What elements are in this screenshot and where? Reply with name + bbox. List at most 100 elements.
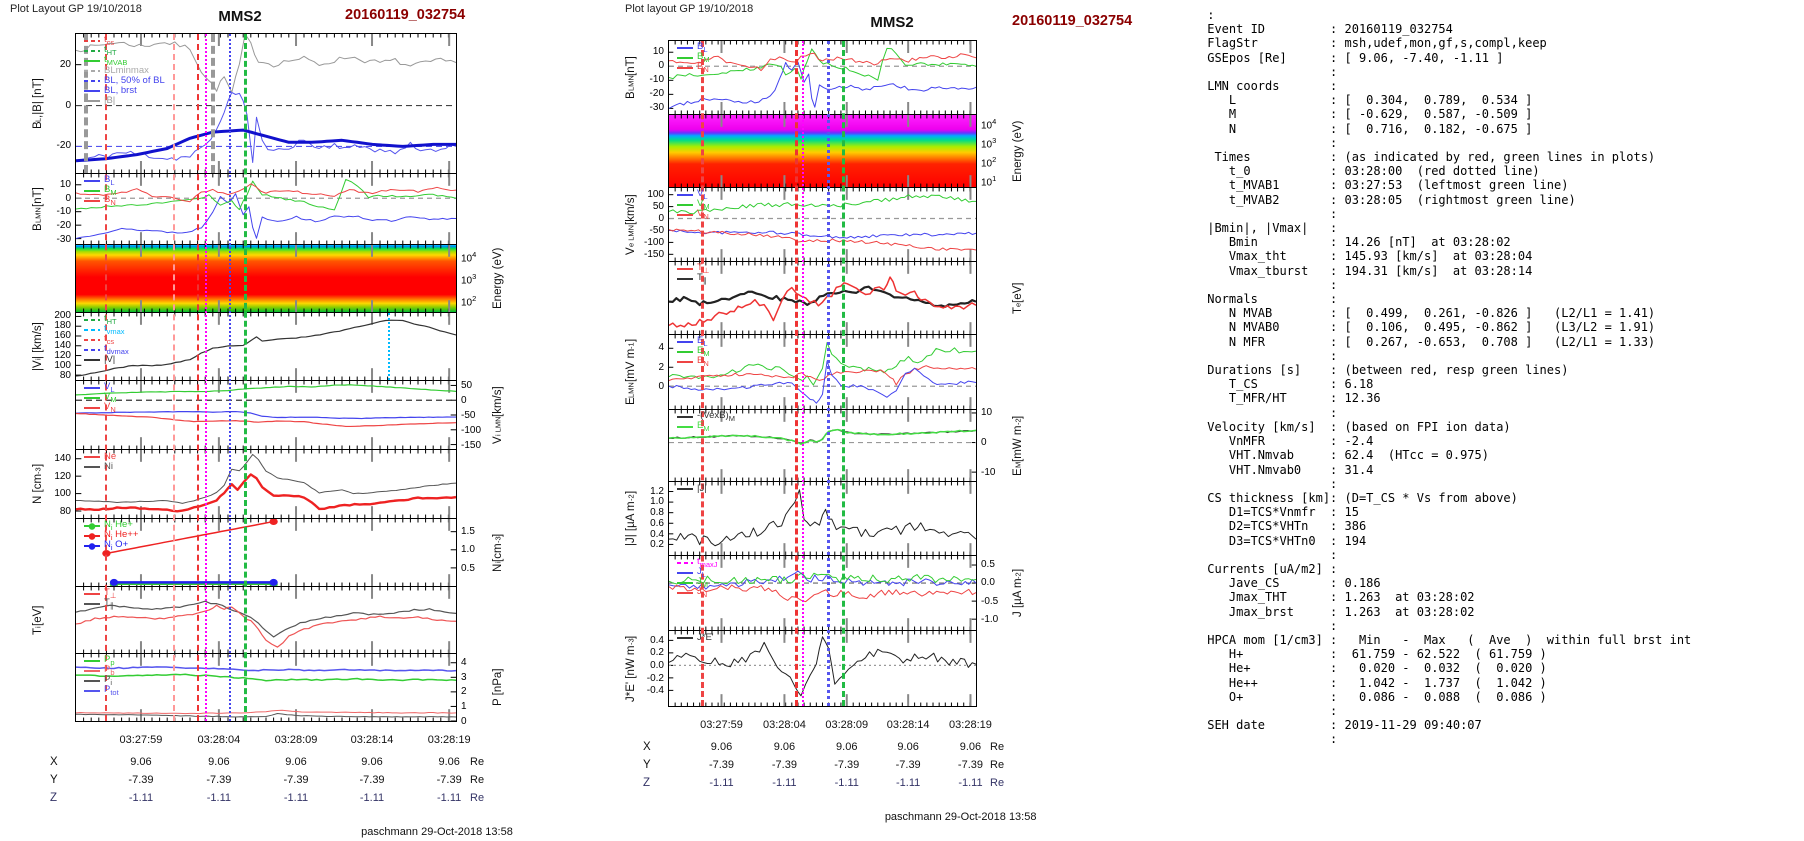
legend-line-sample — [84, 359, 100, 361]
legend-entry: VM — [677, 199, 710, 210]
y-axis-label: N [cm -3] — [32, 464, 44, 504]
y-tick-label: 104 — [981, 117, 997, 132]
legend: T⊥ T∥ — [84, 588, 116, 609]
panel-ion-spectrogram: 104 103 102 Energy (eV) — [76, 244, 504, 312]
legend-line-sample — [84, 200, 100, 202]
time-tick-label: 03:28:19 — [427, 734, 471, 746]
legend-line-sample — [677, 57, 693, 59]
info-line: N MVAB : [ 0.499, 0.261, -0.826 ] (L2/L1… — [1200, 306, 1656, 321]
legend-label: VL — [697, 188, 708, 202]
legend-line-sample — [677, 592, 693, 594]
legend-entry: BM — [84, 185, 117, 196]
y-tick-label: 0.5 — [981, 559, 995, 571]
position-row-z: Z -1.11 -1.11 -1.11 -1.11 -1.11 Re — [643, 777, 1004, 791]
legend-line-sample — [677, 488, 693, 490]
legend-entry: Ne — [84, 452, 116, 462]
y-tick-label: 180 — [54, 320, 71, 332]
panel-jmag-canvas — [669, 482, 976, 555]
event-id-label: 20160119_032754 — [1012, 13, 1133, 29]
legend-label: BN — [104, 194, 116, 208]
legend-label: BLminmax — [104, 65, 149, 77]
legend-entry: BL, brst — [84, 86, 165, 96]
position-value: -1.11 — [283, 792, 309, 804]
legend-line-sample — [677, 361, 693, 363]
y-tick-label: 2 — [658, 361, 664, 373]
panel-b-lmn-brst: 10 0 -10 -20 -30 B LMN [nT] BL BM BN — [625, 41, 976, 114]
position-value: -1.11 — [206, 792, 232, 804]
plot-footer: paschmann 29-Oct-2018 13:58 — [361, 826, 513, 838]
legend-entry: EM — [677, 421, 735, 432]
y-axis-label: J*E' [nW m -3] — [625, 635, 637, 702]
y-tick-label: 20 — [59, 58, 71, 70]
info-line: LMN coords : — [1200, 79, 1338, 94]
info-line: t_0 : 03:28:00 (red dotted line) — [1200, 164, 1540, 179]
legend-entry: BL — [84, 175, 117, 186]
left-plot-column: Plot Layout GP 19/10/2018 MMS2 20160119_… — [0, 0, 520, 841]
legend-line-sample — [84, 50, 100, 52]
legend-entry: tmaxJ — [677, 557, 718, 568]
legend-label: T⊥ — [697, 262, 710, 276]
panel-jdote: 0.4 0.2 0.0 -0.2 -0.4 J*E' [nW m -3] J*E' — [625, 630, 976, 706]
legend-entry: -(VexB)M — [677, 411, 735, 422]
position-value: -1.11 — [834, 777, 859, 789]
y-tick-label: -10 — [981, 467, 996, 478]
legend-label: VN — [697, 208, 709, 222]
y-tick-label: -30 — [56, 233, 71, 245]
y-axis-label: |V i | [km/s] — [32, 321, 44, 372]
info-line: : — [1200, 8, 1215, 22]
y-tick-label: 101 — [981, 174, 997, 189]
legend-line-sample — [84, 100, 100, 102]
panel-vexb-em-canvas — [669, 410, 976, 481]
legend-entry: tcs — [84, 35, 165, 46]
legend: tmaxJ JL JM JN — [677, 557, 718, 598]
legend-line-sample — [84, 60, 100, 62]
panel-vi-lmn-canvas — [76, 381, 456, 449]
legend-line-sample — [84, 180, 100, 182]
info-line: VHT.Nmvab : 62.4 (HTcc = 0.975) — [1200, 448, 1489, 463]
y-axis-label: |J| [µA m -2] — [625, 491, 637, 546]
info-line: HPCA mom [1/cm3] : Min - Max ( Ave ) wit… — [1200, 632, 1692, 647]
legend-line-sample — [84, 339, 100, 341]
y-tick-label: 4 — [461, 656, 467, 668]
info-line: : — [1200, 206, 1338, 221]
info-line: : — [1200, 703, 1338, 718]
plot-area-burst: 10 0 -10 -20 -30 B LMN [nT] BL BM BN 104 103 102 101 E… — [625, 40, 1036, 823]
legend-label: Ptot — [104, 684, 119, 698]
info-line: Jmax_THT : 1.263 at 03:28:02 — [1200, 590, 1475, 605]
panel-bl-babs-canvas — [76, 34, 456, 173]
legend-line-sample — [84, 319, 100, 321]
y-axis-label: B LMN [nT] — [32, 187, 44, 231]
info-line: Currents [uA/m2] : — [1200, 561, 1338, 576]
y-tick-label: 1.5 — [461, 525, 475, 537]
position-row-y: Y -7.39 -7.39 -7.39 -7.39 -7.39 Re — [50, 774, 484, 788]
position-value: 9.06 — [438, 756, 460, 768]
legend-entry: T⊥ — [677, 262, 710, 276]
position-value: 9.06 — [361, 756, 383, 768]
legend: tcs tHT tMVAB BLminmax BL, 50% of BL BL, brst… — [84, 35, 165, 106]
position-value: 9.06 — [773, 741, 796, 753]
legend: Pp Pb Pi Ptot — [84, 655, 119, 698]
y-tick-label: 10 — [981, 407, 993, 418]
legend-label: Ni He+ — [104, 519, 133, 533]
legend-entry: Ni He++ — [84, 530, 138, 541]
legend-entry: J*E' — [677, 633, 714, 643]
info-line: Bmin : 14.26 [nT] at 03:28:02 — [1200, 235, 1511, 250]
legend-line-sample — [84, 593, 100, 595]
info-line: Vmax_tburst : 194.31 [km/s] at 03:28:14 — [1200, 263, 1533, 278]
position-row-z: Z -1.11 -1.11 -1.11 -1.11 -1.11 Re — [50, 792, 484, 806]
axis-row-label: X — [50, 756, 58, 768]
legend-entry: Pb — [84, 665, 119, 676]
y-tick-label: -100 — [643, 237, 664, 249]
event-info-panel: : Event ID : 20160119_032754 FlagStr : m… — [1200, 8, 1800, 747]
legend-label: VL — [104, 381, 115, 395]
axis-row-label: Z — [643, 777, 651, 789]
y-tick-label: 0.6 — [650, 517, 664, 529]
info-line: VnMFR : -2.4 — [1200, 434, 1374, 449]
layout-version-label: Plot Layout GP 19/10/2018 — [10, 3, 142, 15]
y-tick-label: -30 — [649, 102, 664, 114]
panel-b-lmn: 10 0 -10 -20 -30 B LMN [nT] BL BM BN — [32, 173, 456, 245]
panel-e-lmn-canvas — [669, 335, 976, 409]
y-tick-label: -0.2 — [646, 672, 664, 684]
